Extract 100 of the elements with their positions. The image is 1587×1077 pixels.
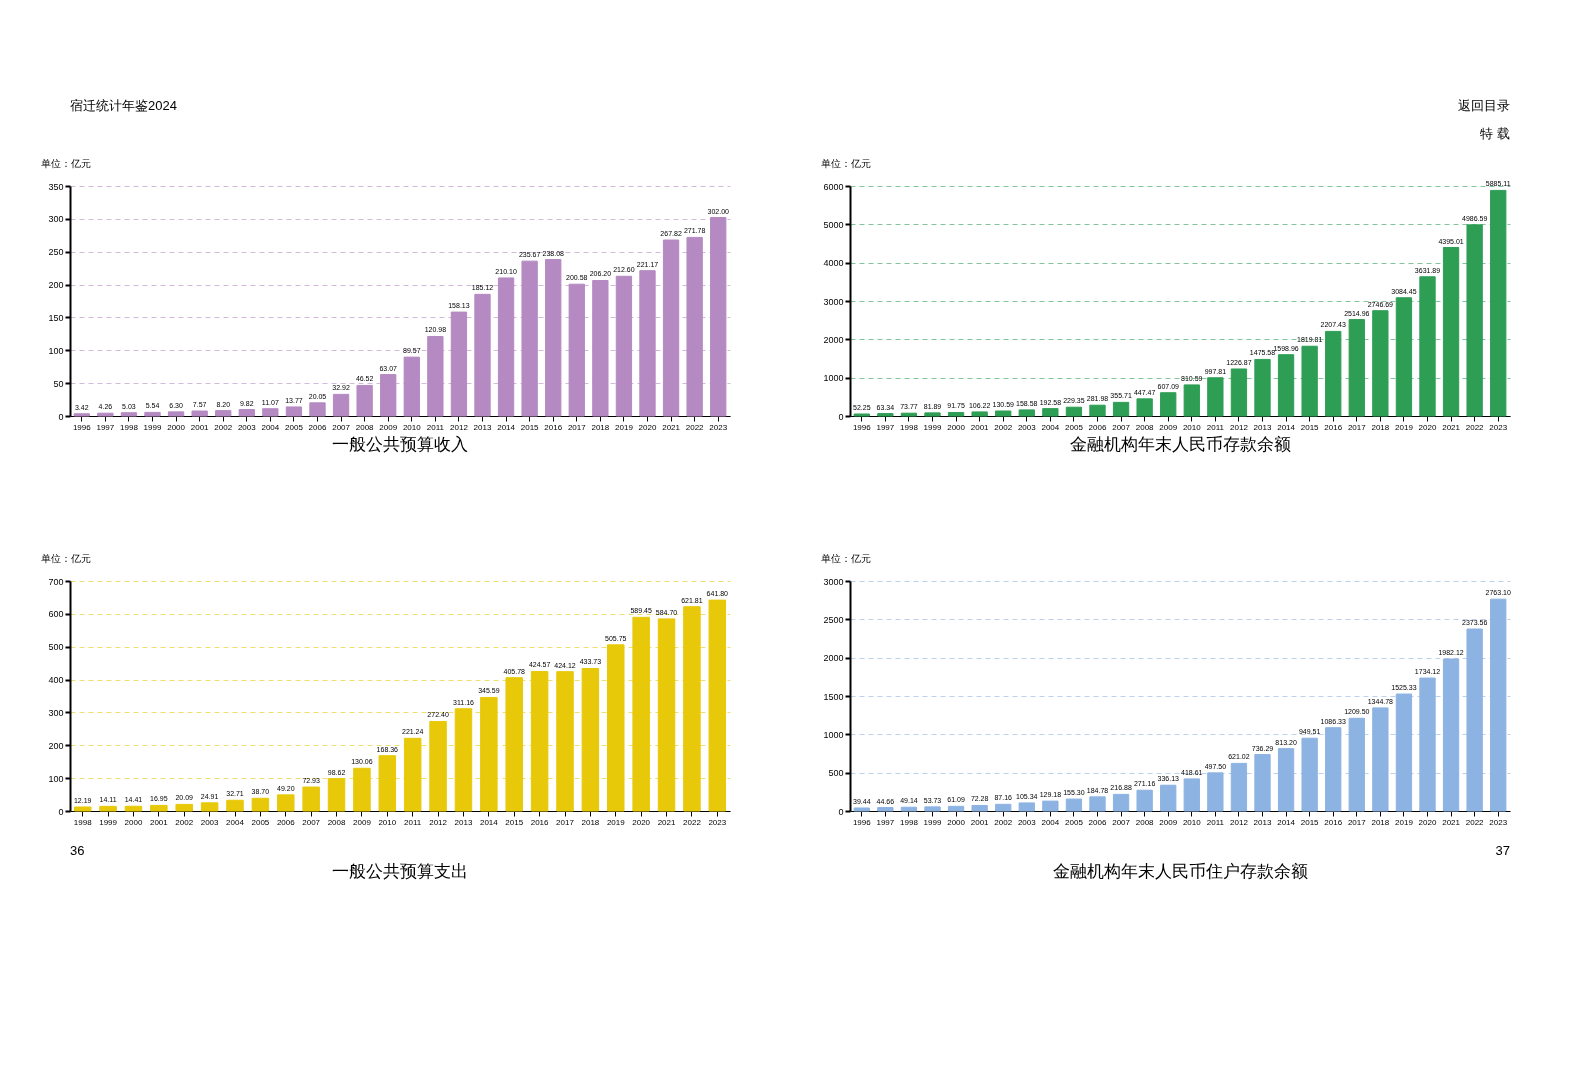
bar [480, 696, 498, 812]
bar [710, 217, 727, 417]
bar [1230, 368, 1248, 417]
bar [353, 767, 371, 812]
bar [853, 413, 870, 417]
bar [1207, 772, 1224, 812]
x-tick-label: 2016 [530, 817, 550, 827]
x-tick-label: 1999 [99, 817, 118, 827]
bar [99, 805, 117, 812]
text: 特 载 [1480, 126, 1510, 141]
bar [900, 412, 918, 417]
x-tick-label: 2004 [1041, 817, 1060, 827]
bar [144, 411, 161, 417]
x-tick-label: 2018 [591, 422, 610, 432]
bar [403, 356, 420, 417]
x-tick-label: 1999 [923, 817, 942, 827]
bar [900, 806, 918, 812]
x-tick-label: 2003 [1017, 422, 1037, 432]
x-tick-label: 2006 [1088, 817, 1107, 827]
bar [1183, 778, 1200, 812]
bar [251, 797, 270, 812]
bar [277, 794, 295, 812]
y-axis-title: 单位：亿元 [820, 157, 871, 169]
x-tick-label: 2007 [332, 422, 351, 432]
bar [1395, 693, 1413, 812]
x-tick-label: 2005 [285, 422, 304, 432]
x-tick-label: 2002 [175, 817, 194, 827]
bar [285, 406, 303, 417]
bar [995, 410, 1012, 417]
bar [607, 644, 625, 812]
bar [167, 411, 185, 417]
x-tick-label: 2001 [970, 817, 990, 827]
y-tick-label: 300 [48, 707, 64, 718]
y-tick-label: 50 [53, 378, 64, 389]
x-tick-label: 2015 [1300, 422, 1320, 432]
x-tick-label: 2013 [1253, 422, 1272, 432]
bar [474, 293, 491, 417]
x-tick-label: 2008 [355, 422, 375, 432]
bar [1325, 727, 1342, 812]
x-tick-label: 2017 [556, 817, 575, 827]
text: 37 [1495, 843, 1510, 858]
x-tick-label: 2000 [947, 422, 966, 432]
x-tick-label: 2008 [1135, 817, 1155, 827]
bar [521, 260, 538, 417]
x-tick-label: 2015 [505, 817, 524, 827]
y-axis-title: 单位：亿元 [40, 157, 91, 169]
y-tick-label: 3000 [823, 576, 844, 587]
bar [1183, 384, 1200, 417]
x-tick-label: 2019 [1395, 422, 1414, 432]
x-tick-label: 2001 [149, 817, 169, 827]
y-tick-label: 300 [48, 214, 64, 225]
bar [505, 677, 523, 812]
bar [971, 411, 988, 417]
bar [556, 671, 574, 812]
bar [877, 807, 894, 812]
x-tick-label: 2007 [1112, 817, 1131, 827]
text: 一般公共预算收入 [332, 435, 468, 454]
bar [378, 755, 397, 812]
bar [1419, 677, 1436, 812]
bar [639, 270, 656, 417]
bar [995, 803, 1012, 812]
x-tick-label: 1998 [900, 422, 919, 432]
y-tick-label: 250 [48, 247, 64, 258]
x-tick-label: 2010 [1182, 422, 1202, 432]
bar [97, 412, 114, 417]
x-tick-label: 2000 [167, 422, 186, 432]
x-tick-label: 2010 [402, 422, 422, 432]
x-tick-label: 2013 [473, 422, 492, 432]
x-tick-label: 2014 [1277, 817, 1296, 827]
x-tick-label: 2005 [1065, 817, 1084, 827]
x-tick-label: 2000 [124, 817, 143, 827]
bar [1277, 748, 1295, 812]
bar [708, 599, 727, 812]
y-tick-label: 150 [48, 312, 64, 323]
x-tick-label: 2011 [404, 817, 422, 827]
x-tick-label: 2008 [1135, 422, 1155, 432]
y-tick-label: 1000 [823, 373, 844, 384]
bar [150, 804, 168, 812]
x-tick-label: 2002 [214, 422, 233, 432]
bar [686, 236, 703, 417]
x-tick-label: 1997 [876, 422, 895, 432]
x-tick-label: 2020 [1418, 817, 1437, 827]
x-tick-label: 2022 [1465, 422, 1485, 432]
x-tick-label: 1996 [852, 817, 872, 827]
y-tick-label: 6000 [823, 181, 844, 192]
text: 金融机构年末人民币存款余额 [1069, 435, 1291, 454]
bar [1466, 628, 1483, 812]
x-tick-label: 2006 [308, 422, 327, 432]
bar [429, 721, 447, 812]
bar [1089, 796, 1106, 812]
bar [175, 803, 193, 812]
bar [1112, 793, 1130, 812]
x-tick-label: 2007 [302, 817, 321, 827]
bar [1348, 717, 1365, 812]
bar [581, 667, 600, 812]
x-tick-label: 2018 [1371, 422, 1390, 432]
y-tick-label: 2500 [823, 614, 844, 625]
bar [530, 671, 549, 812]
x-tick-label: 2002 [994, 422, 1013, 432]
x-tick-label: 2020 [638, 422, 657, 432]
